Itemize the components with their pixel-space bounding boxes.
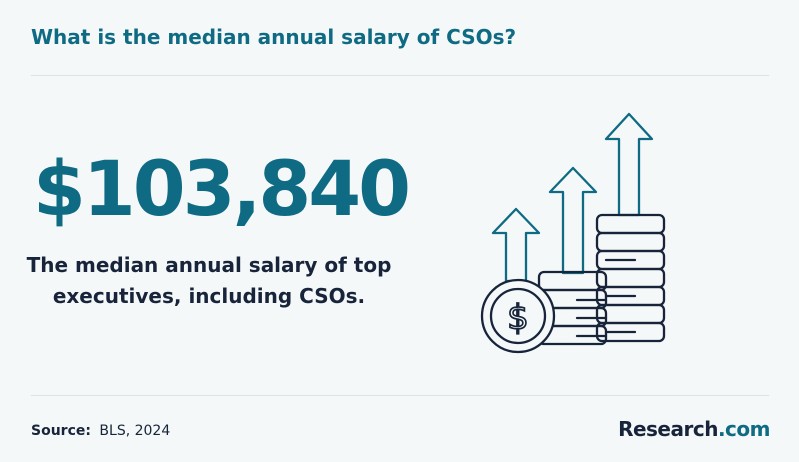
top-divider — [31, 75, 769, 76]
small-growth-arrow-icon — [491, 207, 541, 283]
median-salary-value: $103,840 — [33, 144, 411, 233]
rising-coin-stacks-icon: $ — [480, 112, 666, 354]
dollar-coin-icon: $ — [480, 278, 556, 354]
research-com-logo: Research.com — [618, 415, 770, 443]
source-citation: Source: BLS, 2024 — [31, 421, 170, 441]
source-label: Source: — [31, 423, 91, 439]
source-value: BLS, 2024 — [99, 423, 171, 439]
large-growth-arrow-icon — [604, 112, 654, 217]
brand-name: Research — [618, 417, 718, 441]
medium-growth-arrow-icon — [548, 166, 598, 275]
bottom-divider — [31, 395, 769, 396]
infographic-title: What is the median annual salary of CSOs… — [31, 25, 517, 49]
tall-coin-stack — [595, 213, 666, 343]
brand-domain: .com — [717, 417, 771, 441]
median-salary-description: The median annual salary of top executiv… — [26, 253, 392, 308]
growth-arrows — [491, 112, 654, 283]
dollar-symbol: $ — [507, 298, 529, 338]
